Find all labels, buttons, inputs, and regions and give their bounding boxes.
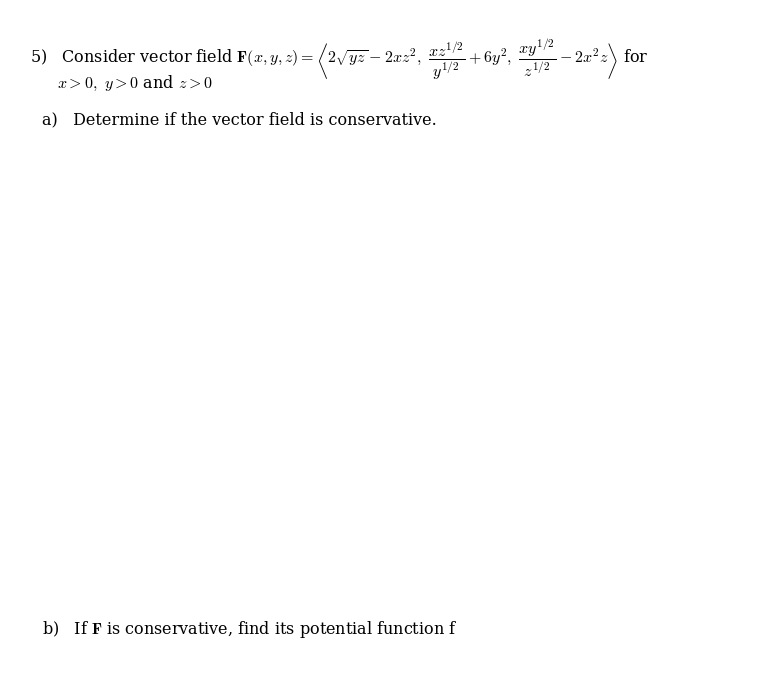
Text: $x > 0,\ y > 0$ and $z > 0$: $x > 0,\ y > 0$ and $z > 0$ [57, 74, 213, 94]
Text: b)   If $\mathbf{F}$ is conservative, find its potential function f: b) If $\mathbf{F}$ is conservative, find… [42, 619, 457, 640]
Text: 5)   Consider vector field $\mathbf{F}(x, y, z) = \left\langle 2\sqrt{yz} - 2xz^: 5) Consider vector field $\mathbf{F}(x, … [30, 38, 649, 83]
Text: a)   Determine if the vector field is conservative.: a) Determine if the vector field is cons… [42, 111, 437, 128]
